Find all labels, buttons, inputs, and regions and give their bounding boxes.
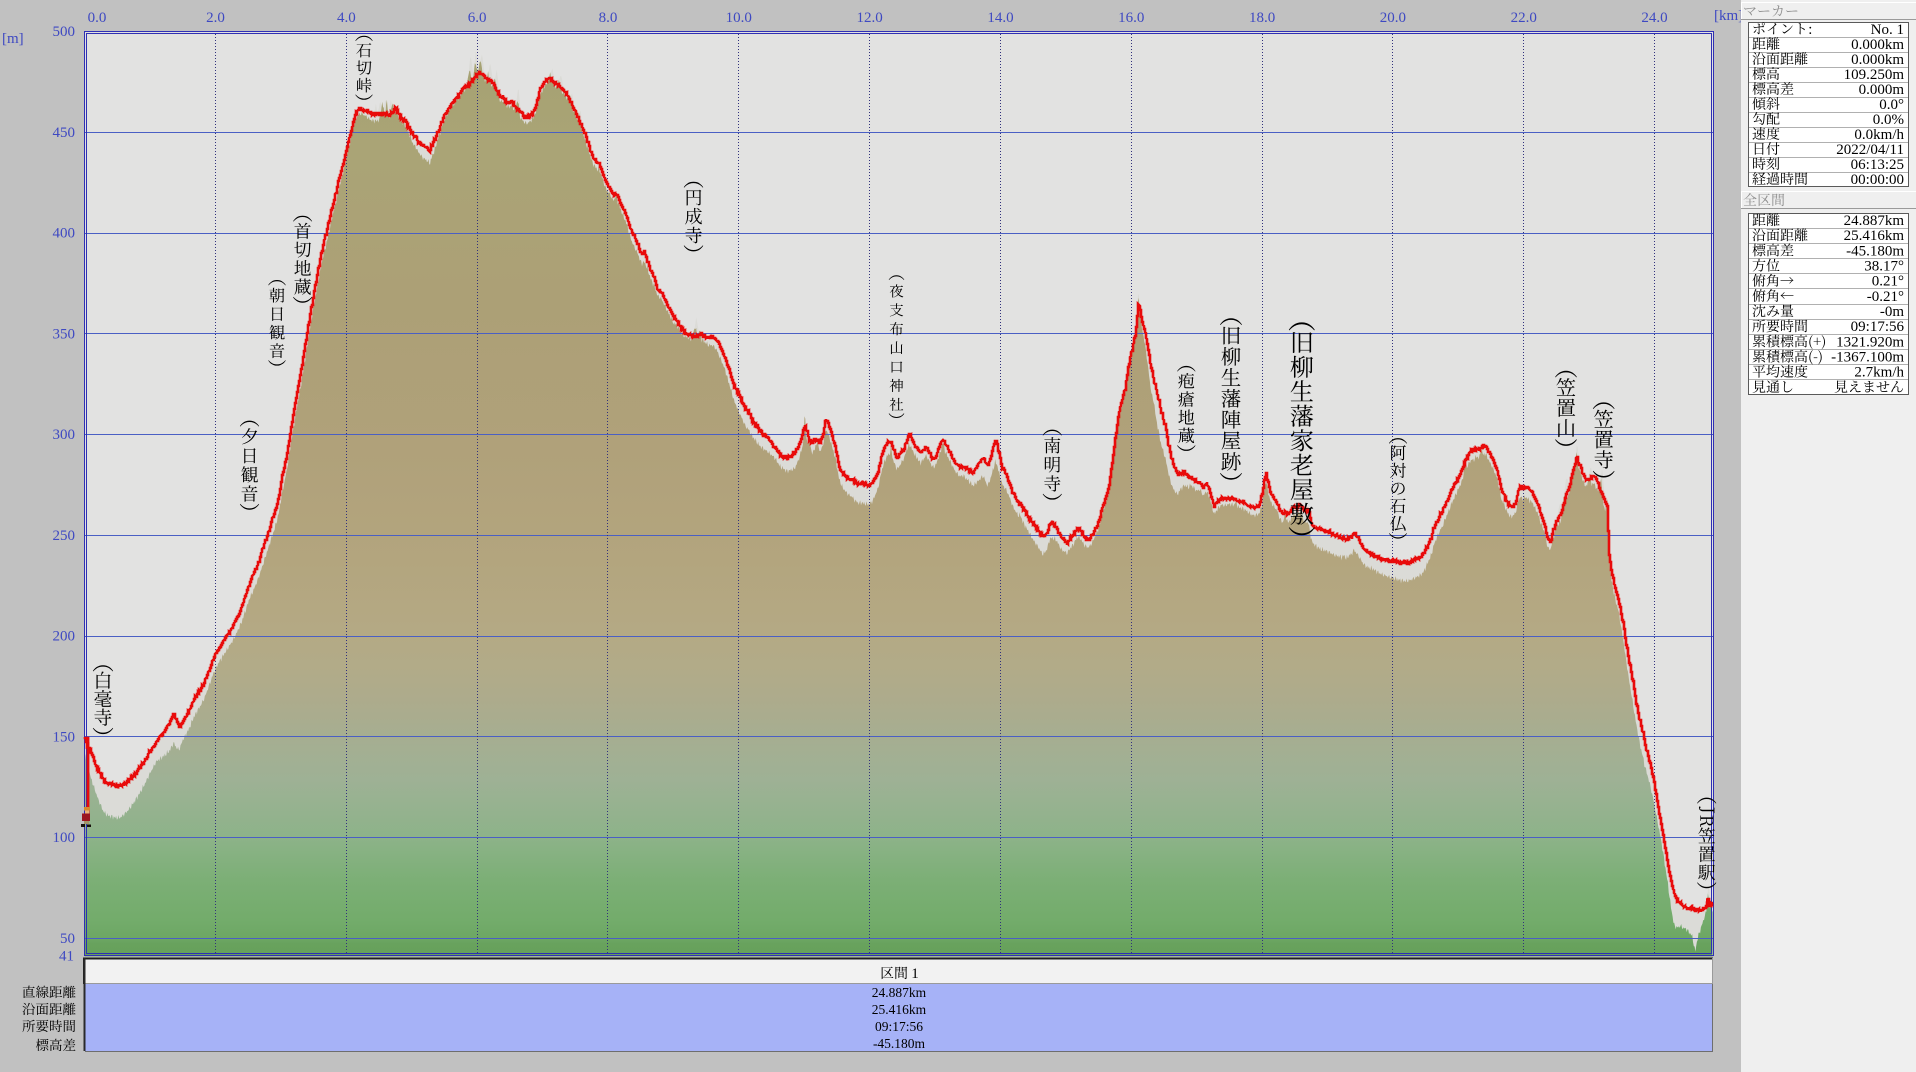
svg-text:No. 1: No. 1 xyxy=(1871,22,1904,38)
svg-text:25.416km: 25.416km xyxy=(1844,228,1905,244)
svg-text:24.0: 24.0 xyxy=(1641,10,1667,26)
svg-text:41: 41 xyxy=(59,948,74,964)
svg-text:1: 1 xyxy=(911,966,919,982)
svg-text:250: 250 xyxy=(53,528,76,544)
svg-text:-0.21°: -0.21° xyxy=(1867,289,1904,305)
svg-text:06:13:25: 06:13:25 xyxy=(1851,157,1904,173)
svg-text:100: 100 xyxy=(53,830,76,846)
svg-text:150: 150 xyxy=(53,729,76,745)
svg-text:2.0: 2.0 xyxy=(206,10,225,26)
svg-text:200: 200 xyxy=(53,629,76,645)
svg-text:[m]: [m] xyxy=(2,31,24,47)
svg-text:09:17:56: 09:17:56 xyxy=(1851,319,1905,335)
svg-text:[km]: [km] xyxy=(1714,8,1743,24)
svg-text:50: 50 xyxy=(60,931,75,947)
svg-text:24.887km: 24.887km xyxy=(872,985,927,1000)
svg-text:25.416km: 25.416km xyxy=(872,1002,927,1017)
svg-text:0.000km: 0.000km xyxy=(1851,52,1904,68)
svg-text:2.7km/h: 2.7km/h xyxy=(1854,365,1904,381)
svg-text:14.0: 14.0 xyxy=(987,10,1013,26)
svg-text:2022/04/11: 2022/04/11 xyxy=(1836,142,1904,158)
svg-text:00:00:00: 00:00:00 xyxy=(1851,172,1904,188)
svg-text:24.887km: 24.887km xyxy=(1844,213,1905,229)
svg-text:4.0: 4.0 xyxy=(337,10,356,26)
svg-text:6.0: 6.0 xyxy=(468,10,487,26)
svg-text:22.0: 22.0 xyxy=(1511,10,1537,26)
svg-text:350: 350 xyxy=(53,326,76,342)
svg-text:0.0km/h: 0.0km/h xyxy=(1854,127,1904,143)
svg-text:0.21°: 0.21° xyxy=(1872,274,1904,290)
svg-text:09:17:56: 09:17:56 xyxy=(875,1019,923,1034)
svg-text:18.0: 18.0 xyxy=(1249,10,1275,26)
svg-text:-0m: -0m xyxy=(1880,304,1904,320)
svg-text:-45.180m: -45.180m xyxy=(873,1036,926,1051)
svg-text:-1367.100m: -1367.100m xyxy=(1831,349,1904,365)
svg-text:0.0: 0.0 xyxy=(88,10,107,26)
svg-text:0.000m: 0.000m xyxy=(1859,82,1905,98)
svg-text:10.0: 10.0 xyxy=(726,10,752,26)
svg-text:500: 500 xyxy=(53,24,76,40)
svg-text:16.0: 16.0 xyxy=(1118,10,1144,26)
svg-text:8.0: 8.0 xyxy=(599,10,618,26)
svg-text:400: 400 xyxy=(53,226,76,242)
svg-text:109.250m: 109.250m xyxy=(1844,67,1905,83)
svg-text:12.0: 12.0 xyxy=(856,10,882,26)
svg-text:0.0%: 0.0% xyxy=(1873,112,1904,128)
svg-text:1321.920m: 1321.920m xyxy=(1836,334,1904,350)
svg-text:0.0°: 0.0° xyxy=(1879,97,1904,113)
svg-text:38.17°: 38.17° xyxy=(1864,258,1904,274)
svg-text:-45.180m: -45.180m xyxy=(1846,243,1904,259)
svg-text:450: 450 xyxy=(53,125,76,141)
svg-text:0.000km: 0.000km xyxy=(1851,37,1904,53)
svg-text:300: 300 xyxy=(53,427,76,443)
svg-text:20.0: 20.0 xyxy=(1380,10,1406,26)
